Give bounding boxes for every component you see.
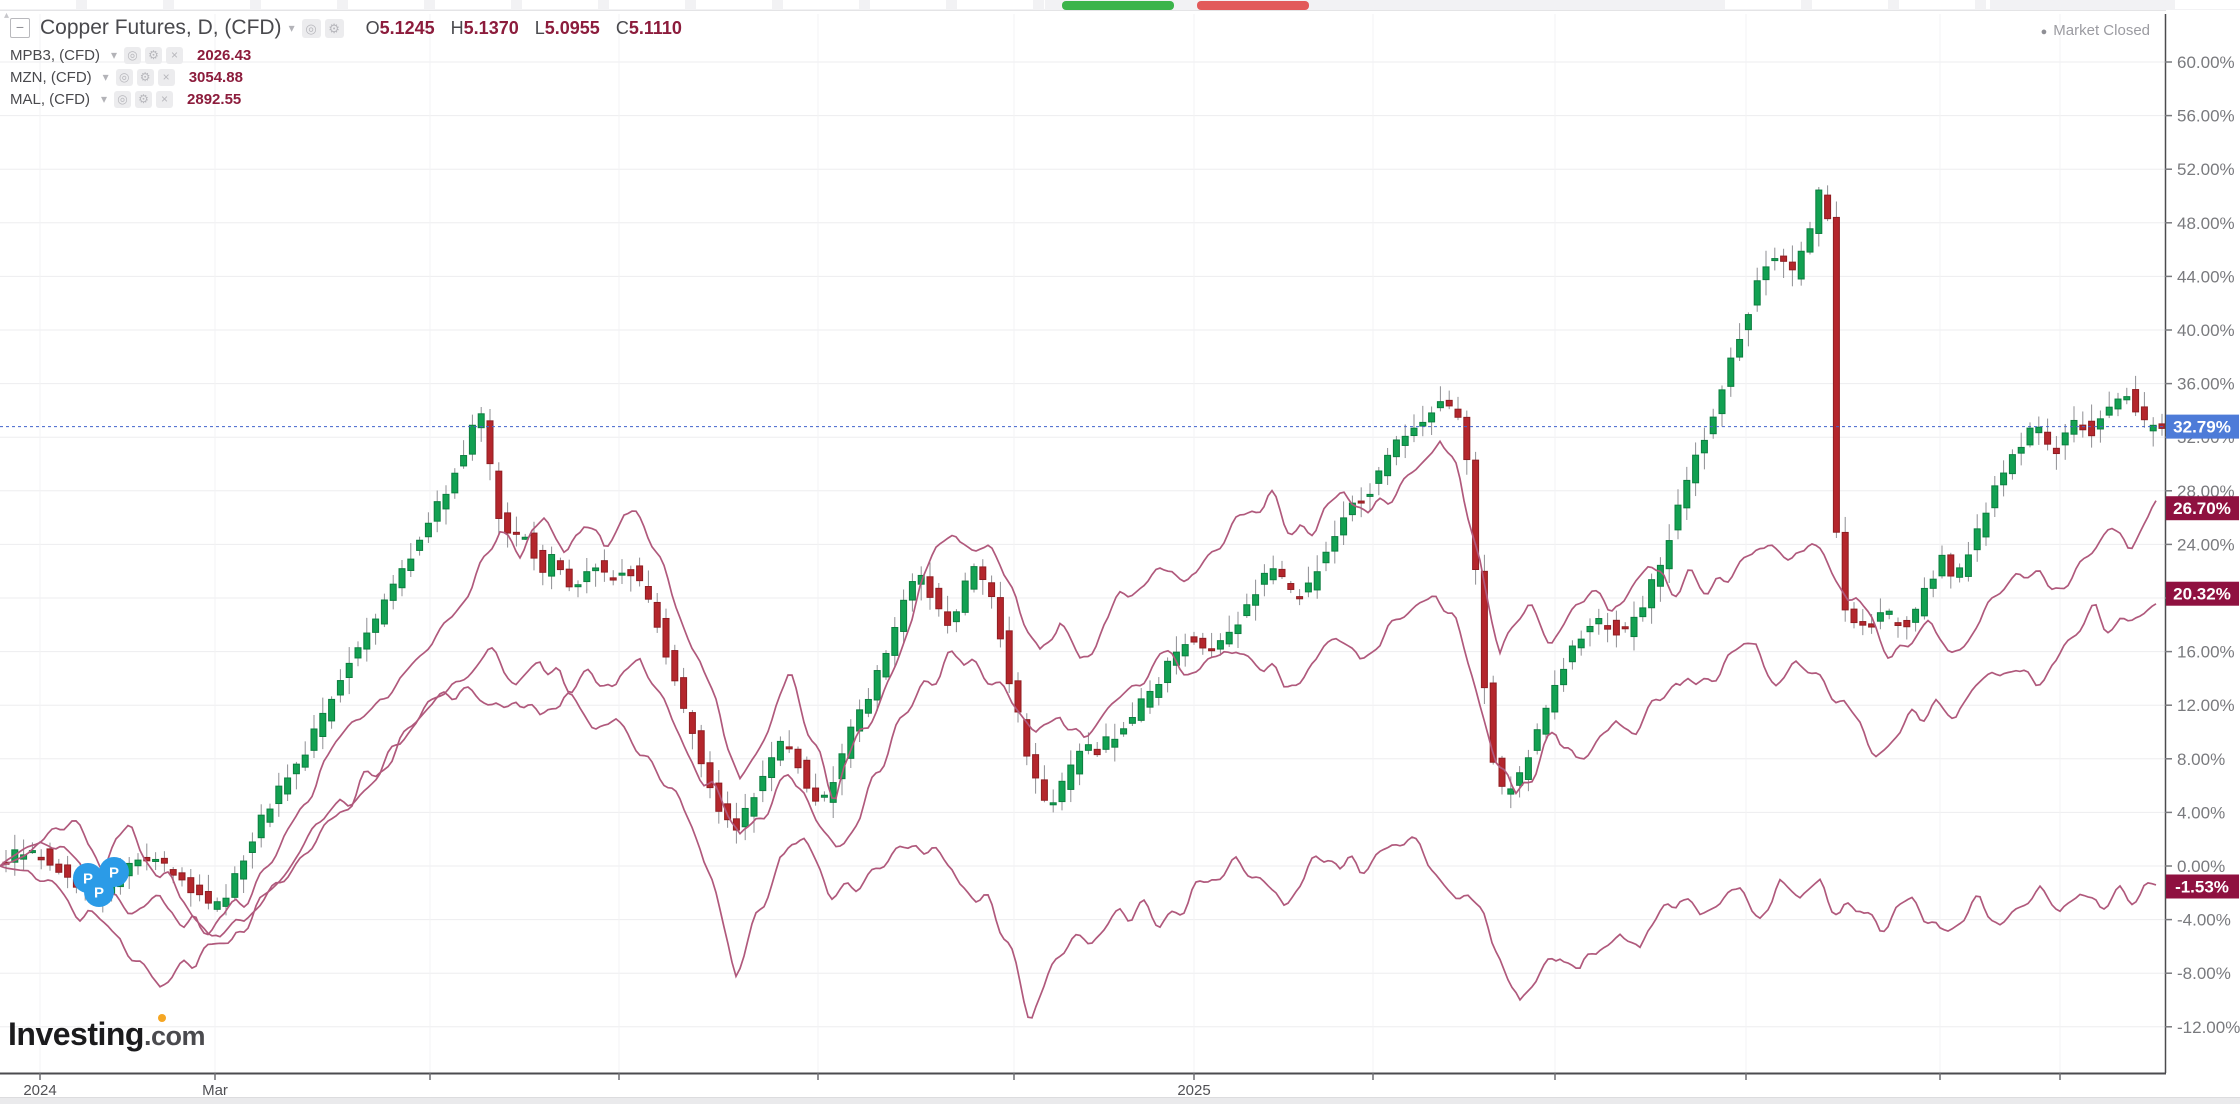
- price-badge: 26.70%: [2166, 496, 2239, 521]
- svg-text:P: P: [109, 865, 119, 882]
- high-label: H: [450, 17, 464, 38]
- close-icon[interactable]: ×: [166, 46, 184, 64]
- svg-text:-4.00%: -4.00%: [2177, 911, 2231, 930]
- compare-line-MAL: [0, 595, 2157, 988]
- collapse-icon[interactable]: −: [10, 18, 30, 38]
- chevron-down-icon[interactable]: ▾: [101, 92, 108, 106]
- gear-icon[interactable]: ⚙: [145, 46, 163, 64]
- gear-icon[interactable]: ⚙: [324, 18, 344, 38]
- bottom-panel-cropped: [0, 1097, 2240, 1104]
- market-status-text: Market Closed: [2053, 22, 2150, 39]
- open-label: O: [365, 17, 380, 38]
- svg-text:P: P: [83, 871, 93, 888]
- symbol-label: MZN, (CFD): [10, 68, 92, 86]
- compare-line-MZN: [0, 439, 2157, 936]
- svg-text:52.00%: 52.00%: [2177, 160, 2235, 179]
- svg-text:Mar: Mar: [202, 1082, 228, 1099]
- svg-text:32.79%: 32.79%: [2173, 418, 2231, 437]
- buy-button-cropped[interactable]: [1062, 1, 1174, 10]
- high-value: 5.1370: [463, 17, 519, 38]
- compare-symbol-row: MZN, (CFD) ▾ ◎ ⚙ × 3054.88: [10, 66, 698, 88]
- svg-text:26.70%: 26.70%: [2173, 499, 2231, 518]
- logo-main: Investing: [8, 1016, 144, 1052]
- svg-text:40.00%: 40.00%: [2177, 321, 2235, 340]
- toolbar-cells: [0, 0, 1045, 9]
- grid: [0, 14, 2165, 1073]
- svg-text:0.00%: 0.00%: [2177, 857, 2225, 876]
- svg-text:56.00%: 56.00%: [2177, 107, 2235, 126]
- compare-line-MPB3: [0, 686, 2157, 1019]
- compare-symbol-row: MPB3, (CFD) ▾ ◎ ⚙ × 2026.43: [10, 44, 698, 66]
- svg-text:28.00%: 28.00%: [2177, 482, 2235, 501]
- symbol-value: 2892.55: [187, 90, 242, 108]
- price-badge: -1.53%: [2166, 874, 2239, 899]
- gear-icon[interactable]: ⚙: [136, 68, 154, 86]
- svg-text:24.00%: 24.00%: [2177, 535, 2235, 554]
- symbol-value: 2026.43: [197, 46, 252, 64]
- open-value: 5.1245: [379, 17, 435, 38]
- plot-area[interactable]: [0, 185, 2165, 1019]
- symbol-label: MPB3, (CFD): [10, 46, 100, 64]
- close-label: C: [615, 17, 629, 38]
- close-icon[interactable]: ×: [156, 90, 174, 108]
- low-label: L: [534, 17, 545, 38]
- svg-text:-1.53%: -1.53%: [2175, 878, 2229, 897]
- chart-legend: − Copper Futures, D, (CFD) ▾ ◎ ⚙ O5.1245…: [10, 12, 698, 110]
- logo-suffix: .com: [143, 1021, 206, 1051]
- svg-text:-12.00%: -12.00%: [2177, 1018, 2240, 1037]
- ohlc-values: O5.1245 H5.1370 L5.0955 C5.1110: [366, 18, 698, 39]
- price-axis[interactable]: 60.00% 56.00% 52.00% 48.00% 44.00% 40.00% 36.0…: [2164, 10, 2240, 1104]
- symbol-value: 3054.88: [188, 68, 243, 86]
- svg-text:36.00%: 36.00%: [2177, 375, 2235, 394]
- svg-text:60.00%: 60.00%: [2177, 53, 2235, 72]
- svg-text:16.00%: 16.00%: [2177, 643, 2235, 662]
- compare-symbol-row: MAL, (CFD) ▾ ◎ ⚙ × 2892.55: [10, 88, 698, 110]
- chevron-down-icon[interactable]: ▾: [102, 70, 109, 84]
- svg-text:4.00%: 4.00%: [2177, 803, 2225, 822]
- svg-text:48.00%: 48.00%: [2177, 214, 2235, 233]
- svg-text:2024: 2024: [23, 1082, 56, 1099]
- investing-logo: Investing.com: [8, 1014, 206, 1053]
- low-value: 5.0955: [544, 17, 600, 38]
- top-toolbar-cropped: [0, 0, 2240, 11]
- svg-text:12.00%: 12.00%: [2177, 696, 2235, 715]
- svg-text:2025: 2025: [1177, 1082, 1210, 1099]
- visibility-icon[interactable]: ◎: [301, 18, 321, 38]
- visibility-icon[interactable]: ◎: [115, 68, 133, 86]
- logo-orange-dot: [158, 1014, 166, 1022]
- toolbar-cells: [1725, 0, 1990, 9]
- market-status: ● Market Closed: [2041, 22, 2150, 39]
- chevron-down-icon[interactable]: ▾: [288, 21, 295, 35]
- svg-text:P: P: [94, 885, 104, 902]
- visibility-icon[interactable]: ◎: [114, 90, 132, 108]
- main-symbol-row: − Copper Futures, D, (CFD) ▾ ◎ ⚙ O5.1245…: [10, 12, 698, 44]
- price-badge: 20.32%: [2166, 581, 2239, 606]
- time-axis[interactable]: 2024 Mar 2025: [0, 1072, 2166, 1099]
- toolbar-cells: [2175, 0, 2240, 9]
- sell-button-cropped[interactable]: [1197, 1, 1309, 10]
- svg-text:8.00%: 8.00%: [2177, 750, 2225, 769]
- position-marker[interactable]: P: [84, 877, 114, 907]
- svg-text:20.32%: 20.32%: [2173, 585, 2231, 604]
- visibility-icon[interactable]: ◎: [124, 46, 142, 64]
- status-dot-icon: ●: [2040, 26, 2048, 38]
- chevron-down-icon[interactable]: ▾: [111, 48, 118, 62]
- price-badge: 32.79%: [2166, 414, 2239, 439]
- close-icon[interactable]: ×: [157, 68, 175, 86]
- svg-text:44.00%: 44.00%: [2177, 267, 2235, 286]
- gear-icon[interactable]: ⚙: [135, 90, 153, 108]
- chart-title: Copper Futures, D, (CFD): [40, 16, 282, 39]
- scroll-up-arrow-icon[interactable]: ▴: [4, 10, 10, 21]
- symbol-label: MAL, (CFD): [10, 90, 90, 108]
- close-value: 5.1110: [628, 17, 682, 38]
- svg-text:-8.00%: -8.00%: [2177, 964, 2231, 983]
